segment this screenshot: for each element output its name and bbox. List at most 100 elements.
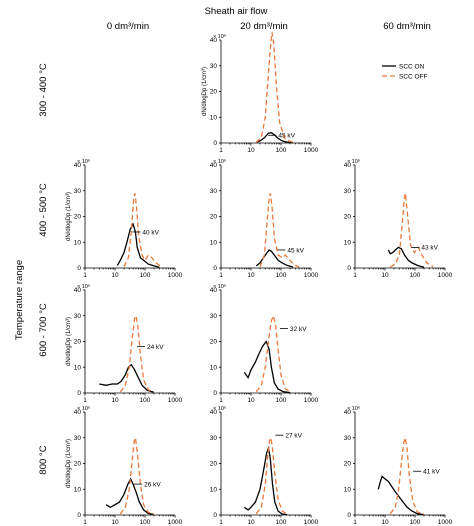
x-tick-label: 1 <box>219 519 223 526</box>
series-line-scc-off <box>255 32 296 144</box>
voltage-annotation: 24 kV <box>147 344 164 351</box>
column-title-2: 60 dm³/min <box>383 21 431 32</box>
x-tick-label: 1 <box>219 147 223 154</box>
chart-legend: SCC ON SCC OFF <box>382 64 428 81</box>
x-tick-label: 10 <box>381 272 389 279</box>
voltage-annotation: 26 kV <box>144 481 161 488</box>
y-tick-label: 20 <box>210 339 218 346</box>
y-tick-label: 30 <box>74 435 82 442</box>
series-line-scc-on <box>377 475 425 516</box>
y-tick-label: 0 <box>213 140 217 147</box>
y-tick-label: 10 <box>344 239 352 246</box>
y-tick-label: 10 <box>210 486 218 493</box>
y-tick-label: 10 <box>210 114 218 121</box>
x-tick-label: 1000 <box>304 397 319 404</box>
legend-label-scc-off: SCC OFF <box>399 74 428 81</box>
y-tick-label: 30 <box>344 435 352 442</box>
panel-r2-c1: 0 10 20 30 40× 10⁶ 1 10 100 1000 32 kV <box>210 283 319 404</box>
voltage-annotation: 40 kV <box>142 229 159 236</box>
x-tick-label: 100 <box>276 397 287 404</box>
x-tick-label: 10 <box>111 272 119 279</box>
y-tick-label: 20 <box>344 214 352 221</box>
y-tick-label: 30 <box>210 435 218 442</box>
y-tick-label: 10 <box>74 239 82 246</box>
y-tick-label: 20 <box>74 339 82 346</box>
voltage-annotation: 45 kV <box>287 247 304 254</box>
series-line-scc-on <box>387 246 425 268</box>
x-tick-label: 100 <box>410 519 421 526</box>
y-tick-label: 40 <box>344 162 352 169</box>
y-tick-label: 10 <box>210 364 218 371</box>
voltage-annotation: 41 kV <box>423 469 440 476</box>
series-line-scc-off <box>255 435 289 515</box>
y-multiplier-label: × 10⁶ <box>213 405 226 412</box>
y-tick-label: 30 <box>210 188 218 195</box>
row-title-3: 800 °C <box>38 445 49 474</box>
x-tick-label: 100 <box>140 272 151 279</box>
figure-top-title: Sheath air flow <box>205 6 268 17</box>
y-tick-label: 30 <box>210 313 218 320</box>
series-line-scc-on <box>99 363 155 393</box>
y-tick-label: 0 <box>77 512 81 519</box>
y-axis-label: dN/dlogDp (1/cm³) <box>66 317 72 366</box>
y-tick-label: 40 <box>344 409 352 416</box>
x-tick-label: 1 <box>353 519 357 526</box>
series-line-scc-off <box>123 193 162 268</box>
voltage-annotation: 43 kV <box>421 245 438 252</box>
y-tick-label: 30 <box>74 313 82 320</box>
y-tick-label: 10 <box>210 239 218 246</box>
y-tick-label: 40 <box>210 37 218 44</box>
x-tick-label: 100 <box>276 519 287 526</box>
column-title-0: 0 dm³/min <box>107 21 149 32</box>
y-multiplier-label: × 10⁶ <box>213 33 226 40</box>
series-line-scc-on <box>243 340 291 394</box>
x-tick-label: 10 <box>247 272 255 279</box>
series-line-scc-on <box>105 477 155 516</box>
x-tick-label: 100 <box>410 272 421 279</box>
y-multiplier-label: × 10⁶ <box>77 405 90 412</box>
series-line-scc-off <box>389 193 434 268</box>
voltage-annotation: 32 kV <box>290 326 307 333</box>
x-tick-label: 1000 <box>168 272 183 279</box>
y-axis-label: dN/dlogDp (1/cm³) <box>66 192 72 241</box>
x-tick-label: 100 <box>140 397 151 404</box>
y-tick-label: 20 <box>74 461 82 468</box>
y-axis-label: dN/dlogDp (1/cm³) <box>66 439 72 488</box>
x-tick-label: 1000 <box>438 519 453 526</box>
row-title-2: 600 - 700 °C <box>38 303 49 357</box>
y-tick-label: 40 <box>74 287 82 294</box>
x-tick-label: 10 <box>247 147 255 154</box>
x-tick-label: 10 <box>111 397 119 404</box>
x-tick-label: 1000 <box>168 519 183 526</box>
panel-r0-c1: 0 10 20 30 40× 10⁶ 1 10 100 1000 dN/dlogDp (1/cm³… <box>202 32 319 154</box>
panel-r3-c0: 0 10 20 30 40× 10⁶ 1 10 100 1000 dN/dlogDp (1/cm³… <box>66 405 183 526</box>
panel-r1-c0: 0 10 20 30 40× 10⁶ 1 10 100 1000 dN/dlogDp (1/cm³… <box>66 158 183 279</box>
y-tick-label: 20 <box>74 214 82 221</box>
row-title-0: 300 - 400 °C <box>38 63 49 117</box>
y-tick-label: 0 <box>213 390 217 397</box>
x-tick-label: 1 <box>219 272 223 279</box>
x-tick-label: 1 <box>83 519 87 526</box>
panel-r1-c1: 0 10 20 30 40× 10⁶ 1 10 100 1000 45 kV <box>210 158 319 279</box>
panel-r2-c0: 0 10 20 30 40× 10⁶ 1 10 100 1000 dN/dlogDp (1/cm³… <box>66 283 183 404</box>
series-line-scc-on <box>243 445 288 516</box>
x-tick-label: 1000 <box>304 147 319 154</box>
y-tick-label: 0 <box>77 390 81 397</box>
y-multiplier-label: × 10⁶ <box>77 283 90 290</box>
y-tick-label: 20 <box>210 214 218 221</box>
y-multiplier-label: × 10⁶ <box>347 158 360 165</box>
x-tick-label: 10 <box>111 519 119 526</box>
y-tick-label: 40 <box>74 409 82 416</box>
y-multiplier-label: × 10⁶ <box>213 283 226 290</box>
y-multiplier-label: × 10⁶ <box>77 158 90 165</box>
y-tick-label: 40 <box>210 287 218 294</box>
series-line-scc-off <box>119 435 155 515</box>
legend-label-scc-on: SCC ON <box>399 64 425 71</box>
y-tick-label: 40 <box>210 409 218 416</box>
y-axis-label: dN/dlogDp (1/cm³) <box>202 67 208 116</box>
voltage-annotation: 27 kV <box>285 432 302 439</box>
y-tick-label: 40 <box>210 162 218 169</box>
